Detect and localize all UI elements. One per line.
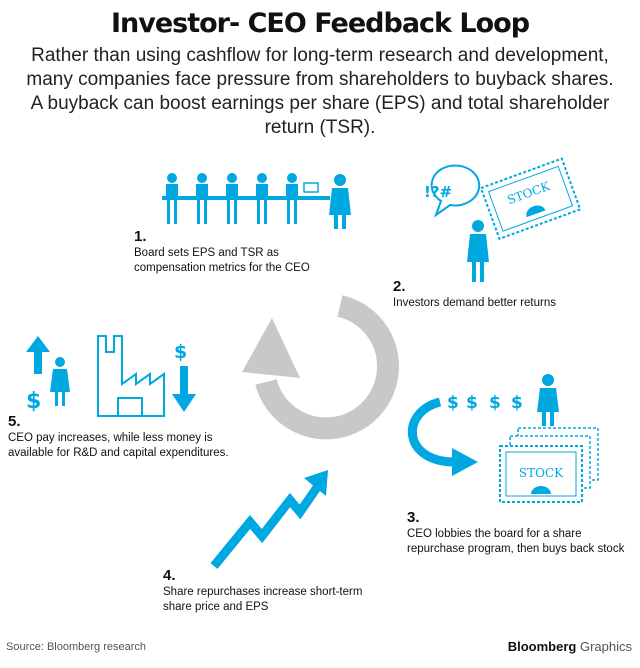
step-text: CEO lobbies the board for a share repurc… (407, 528, 625, 555)
step-number: 5. (8, 413, 21, 430)
step-text: Board sets EPS and TSR as compensation m… (134, 247, 310, 274)
dollar-sign-rd: $ (174, 341, 187, 363)
up-arrow-icon (26, 336, 50, 374)
step-number: 4. (163, 567, 176, 584)
buyback-arrow-icon: $ $ $ $ (407, 393, 523, 476)
step-2: 2. Investors demand better returns (393, 278, 613, 311)
step-5: 5. CEO pay increases, while less money i… (8, 413, 248, 461)
dollar-sign-1: $ (447, 393, 459, 413)
step-number: 3. (407, 509, 420, 526)
factory-icon (97, 335, 165, 417)
brand-suffix: Graphics (579, 639, 632, 654)
dollar-sign-3: $ (489, 393, 501, 413)
dollar-sign-4: $ (511, 393, 523, 413)
stock-label-stack: STOCK (519, 466, 564, 480)
step-1: 1. Board sets EPS and TSR as compensatio… (134, 228, 344, 276)
page-title: Investor- CEO Feedback Loop (110, 8, 530, 39)
step-text: Share repurchases increase short-term sh… (163, 586, 363, 613)
rising-arrow-icon (210, 470, 328, 569)
dollar-sign-2: $ (466, 393, 478, 413)
step-text: Investors demand better returns (393, 297, 556, 309)
step-3: 3. CEO lobbies the board for a share rep… (407, 509, 632, 557)
step-4: 4. Share repurchases increase short-term… (163, 567, 363, 615)
down-arrow-icon (172, 366, 196, 412)
source-note: Source: Bloomberg research (6, 641, 147, 653)
page-subtitle: Rather than using cashflow for long-term… (26, 45, 614, 138)
dollar-sign-pay: $ (26, 389, 41, 414)
brand-name: Bloomberg (507, 639, 577, 654)
speech-bubble-icon: !?# (424, 164, 481, 218)
stock-certificate-icon: STOCK (479, 157, 582, 241)
ceo-figure-icon (50, 357, 70, 406)
loop-arrow (242, 295, 399, 440)
brand-logo: Bloomberg Graphics (508, 639, 632, 654)
speech-bubble-text: !?# (424, 183, 452, 201)
ceo-figure-icon (329, 174, 351, 229)
stock-stack-icon: STOCK (499, 427, 599, 503)
step-number: 2. (393, 278, 406, 295)
step-number: 1. (134, 228, 147, 245)
ceo-figure-icon (537, 374, 559, 426)
board-table-icon (162, 173, 330, 224)
step-text: CEO pay increases, while less money is a… (8, 432, 229, 459)
investor-figure-icon (467, 220, 489, 282)
